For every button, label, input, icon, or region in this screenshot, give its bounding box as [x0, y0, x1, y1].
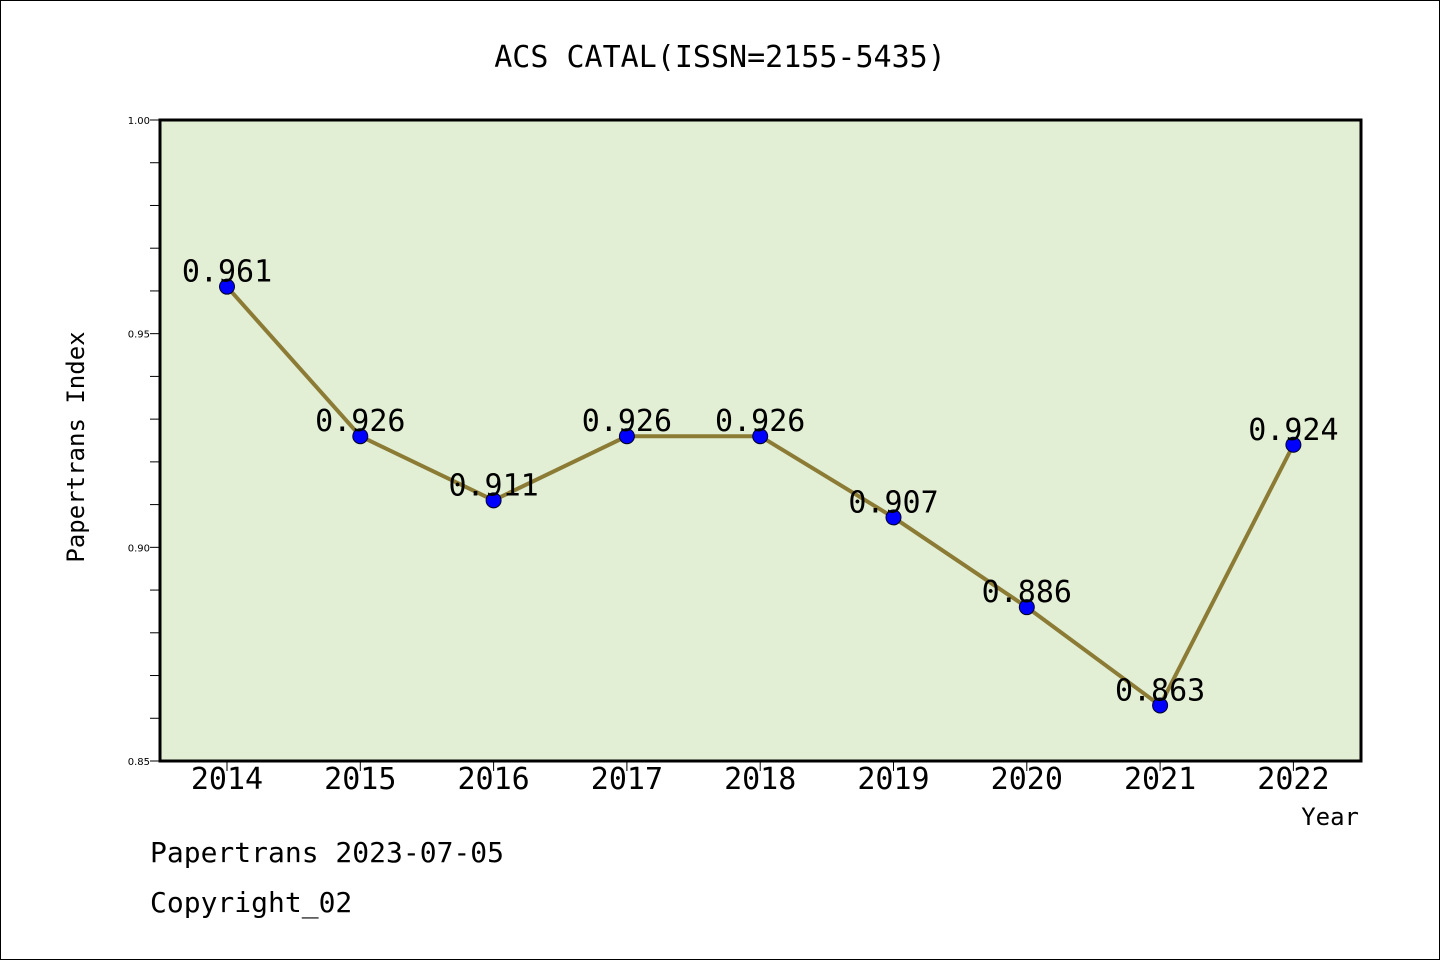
y-axis-label: Papertrans Index [62, 331, 90, 562]
data-label: 0.886 [982, 575, 1072, 610]
data-label: 0.926 [315, 404, 405, 439]
x-axis-label: Year [1301, 803, 1359, 831]
x-tick-label: 2016 [457, 762, 529, 797]
y-axis: 0.85 0.90 0.95 1.00 [128, 116, 160, 768]
data-point [752, 428, 769, 445]
x-tick-label: 2017 [591, 762, 663, 797]
data-labels: 0.961 0.926 0.911 0.926 0.926 0.907 0.886 0.863… [182, 255, 1339, 709]
data-label: 0.961 [182, 255, 272, 290]
data-label: 0.924 [1248, 413, 1338, 448]
x-tick-label: 2015 [324, 762, 396, 797]
data-markers [219, 278, 1302, 714]
plot-border [158, 118, 1363, 763]
x-tick-label: 2019 [857, 762, 929, 797]
y-tick-label: 0.85 [128, 757, 150, 768]
x-tick-label: 2020 [991, 762, 1063, 797]
data-point [352, 428, 369, 445]
y-tick-label: 0.90 [128, 543, 150, 554]
data-point [1285, 436, 1302, 453]
x-tick-label: 2021 [1124, 762, 1196, 797]
data-point [1018, 599, 1035, 616]
data-point [1152, 697, 1169, 714]
x-axis: 2014 2015 2016 2017 2018 2019 2020 2021 2022 [191, 761, 1330, 797]
data-point [885, 509, 902, 526]
data-label: 0.926 [715, 404, 805, 439]
data-point [618, 428, 635, 445]
y-tick-label: 0.95 [128, 330, 150, 341]
data-point [219, 278, 235, 295]
footer-date: Papertrans 2023-07-05 [150, 836, 505, 869]
data-label: 0.863 [1115, 673, 1205, 708]
y-tick-label: 1.00 [128, 116, 150, 127]
data-point [485, 492, 502, 509]
x-tick-label: 2014 [191, 762, 263, 797]
footer-copyright: Copyright_02 [150, 886, 353, 919]
data-label: 0.926 [582, 404, 672, 439]
chart-title: ACS CATAL(ISSN=2155-5435) [494, 40, 946, 75]
x-tick-label: 2022 [1257, 762, 1329, 797]
data-label: 0.911 [448, 468, 538, 503]
data-label: 0.907 [848, 485, 938, 520]
x-tick-label: 2018 [724, 762, 796, 797]
